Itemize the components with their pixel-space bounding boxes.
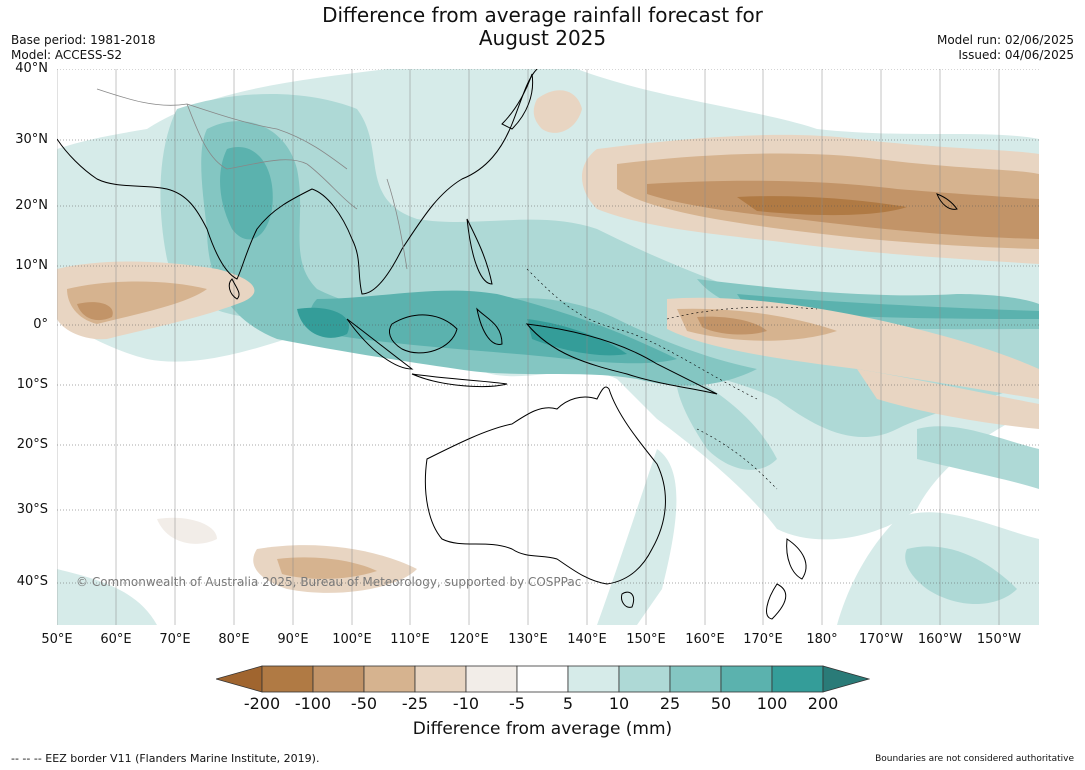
colorbar-tick: 50 — [710, 694, 732, 713]
lat-label: 20°N — [15, 198, 48, 213]
issued-date: Issued: 04/06/2025 — [958, 48, 1074, 62]
lat-label: 10°N — [15, 258, 48, 273]
coastlines — [57, 69, 958, 620]
lon-label: 140°E — [567, 632, 607, 647]
colorbar-segment — [516, 665, 569, 693]
model-info: Base period: 1981-2018 Model: ACCESS-S2 — [11, 33, 156, 63]
lat-label: 30°S — [16, 502, 48, 517]
rainfall-anomaly-field — [57, 69, 1039, 625]
colorbar-segment — [618, 665, 671, 693]
lon-label: 150°W — [976, 632, 1022, 647]
colorbar-segment — [312, 665, 365, 693]
lon-label: 90°E — [277, 632, 309, 647]
colorbar-arrow-low — [216, 665, 263, 693]
colorbar-tick: -50 — [350, 694, 378, 713]
lon-label: 180° — [806, 632, 838, 647]
colorbar-tick: -5 — [509, 694, 525, 713]
lon-label: 150°E — [626, 632, 666, 647]
country-borders — [96, 88, 408, 270]
meridians — [57, 69, 1000, 625]
colorbar-tick: 10 — [608, 694, 630, 713]
lat-label: 40°S — [16, 574, 48, 589]
colorbar-segment — [669, 665, 722, 693]
boundary-note: Boundaries are not considered authoritat… — [875, 754, 1074, 764]
lon-label: 160°W — [917, 632, 963, 647]
copyright-notice: © Commonwealth of Australia 2025, Bureau… — [76, 575, 582, 589]
lon-label: 60°E — [100, 632, 132, 647]
colorbar — [216, 665, 870, 693]
lat-label: 30°N — [15, 132, 48, 147]
colorbar-tick: -100 — [294, 694, 332, 713]
title-line-2: August 2025 — [478, 26, 607, 50]
colorbar-tick: 5 — [562, 694, 574, 713]
run-info: Model run: 02/06/2025 Issued: 04/06/2025 — [937, 33, 1074, 63]
lat-label: 40°N — [15, 61, 48, 76]
colorbar-tick: 200 — [807, 694, 839, 713]
lat-label: 20°S — [16, 437, 48, 452]
colorbar-segment — [720, 665, 773, 693]
lon-label: 120°E — [449, 632, 489, 647]
colorbar-segment — [363, 665, 416, 693]
base-period: Base period: 1981-2018 — [11, 33, 156, 47]
lon-label: 80°E — [218, 632, 250, 647]
model-run: Model run: 02/06/2025 — [936, 33, 1074, 47]
colorbar-segment — [414, 665, 467, 693]
colorbar-segment — [567, 665, 620, 693]
map-title: Difference from average rainfall forecas… — [0, 4, 1085, 50]
colorbar-tick: -25 — [401, 694, 429, 713]
colorbar-arrow-high — [822, 665, 870, 693]
lat-label: 10°S — [16, 377, 48, 392]
map-canvas — [57, 69, 1039, 625]
lon-label: 70°E — [159, 632, 191, 647]
colorbar-label: Difference from average (mm) — [412, 719, 673, 739]
colorbar-tick: -10 — [452, 694, 480, 713]
colorbar-segment — [771, 665, 824, 693]
lon-label: 110°E — [390, 632, 430, 647]
title-line-1: Difference from average rainfall forecas… — [322, 3, 763, 27]
lon-label: 100°E — [332, 632, 372, 647]
rainfall-map: © Commonwealth of Australia 2025, Bureau… — [57, 69, 1039, 625]
lon-label: 170°W — [858, 632, 904, 647]
colorbar-segment — [465, 665, 518, 693]
lon-label: 50°E — [41, 632, 73, 647]
eez-note: -- -- -- EEZ border V11 (Flanders Marine… — [11, 752, 320, 765]
colorbar-segment — [261, 665, 314, 693]
colorbar-tick: -200 — [243, 694, 281, 713]
model-name: Model: ACCESS-S2 — [11, 48, 123, 62]
lon-label: 170°E — [743, 632, 783, 647]
lat-label: 0° — [33, 317, 48, 332]
eez-borders — [526, 268, 818, 490]
lon-label: 160°E — [685, 632, 725, 647]
colorbar-tick: 25 — [659, 694, 681, 713]
colorbar-segments — [216, 665, 870, 693]
lon-label: 130°E — [508, 632, 548, 647]
colorbar-tick: 100 — [756, 694, 788, 713]
